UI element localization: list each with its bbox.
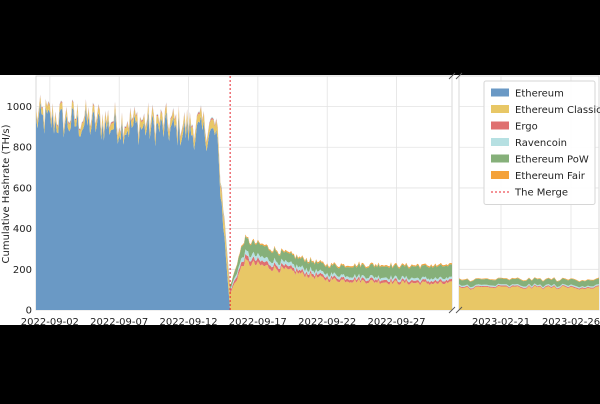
x-tick-label: 2022-09-07 — [90, 317, 148, 328]
y-axis-label: Cumulative Hashrate (TH/s) — [1, 124, 12, 263]
legend-entry: Ethereum Fair — [515, 171, 586, 182]
break-mark — [448, 72, 456, 80]
x-tick-label: 2023-02-26 — [542, 317, 600, 328]
legend-entry: Ethereum — [515, 89, 564, 100]
area-ethereum — [36, 102, 452, 310]
legend-entry: Ethereum PoW — [515, 155, 589, 166]
legend-entry: The Merge — [514, 188, 568, 199]
x-tick-label: 2022-09-12 — [159, 317, 217, 328]
legend-box — [483, 80, 596, 205]
legend-entry: Ethereum Classic — [515, 105, 600, 116]
x-axis: 2022-09-02 2022-09-07 2022-09-12 2022-09-17… — [21, 317, 600, 328]
legend: Ethereum Ethereum Classic Ergo Ravencoin Eth… — [483, 80, 600, 205]
area-ethereum-fair — [36, 94, 452, 286]
legend-swatch — [491, 154, 509, 163]
stacked-areas — [36, 94, 599, 310]
legend-swatch — [491, 171, 509, 179]
x-tick-label: 2022-09-22 — [298, 317, 356, 328]
legend-entry: Ravencoin — [515, 138, 567, 149]
area-ethereum-fair — [459, 277, 599, 282]
area-ethereum-pow — [36, 94, 452, 289]
legend-swatch — [491, 88, 509, 97]
area-ethereum-classic — [36, 96, 452, 310]
legend-entry: Ergo — [515, 122, 538, 133]
x-tick-label: 2023-02-21 — [472, 317, 530, 328]
axis-break-marks — [448, 72, 463, 314]
legend-swatch — [491, 105, 509, 113]
area-ethereum-classic — [459, 285, 599, 310]
area-ergo — [459, 284, 599, 290]
y-tick-label: 600 — [13, 183, 32, 194]
break-mark — [455, 306, 463, 314]
x-tick-label: 2022-09-02 — [21, 317, 79, 328]
legend-swatch — [491, 138, 509, 146]
y-axis: 0 200 400 600 800 1000 — [7, 102, 32, 316]
y-tick-label: 400 — [13, 224, 32, 235]
legend-swatch — [491, 121, 509, 130]
y-tick-label: 800 — [13, 143, 32, 154]
x-tick-label: 2022-09-27 — [367, 317, 425, 328]
area-ravencoin — [459, 283, 599, 289]
x-tick-label: 2022-09-17 — [229, 317, 287, 328]
y-tick-label: 0 — [26, 306, 32, 317]
break-mark — [448, 306, 456, 314]
break-mark — [455, 72, 463, 80]
area-ethereum-pow — [459, 277, 599, 288]
y-tick-label: 200 — [13, 265, 32, 276]
y-tick-label: 1000 — [7, 102, 32, 113]
